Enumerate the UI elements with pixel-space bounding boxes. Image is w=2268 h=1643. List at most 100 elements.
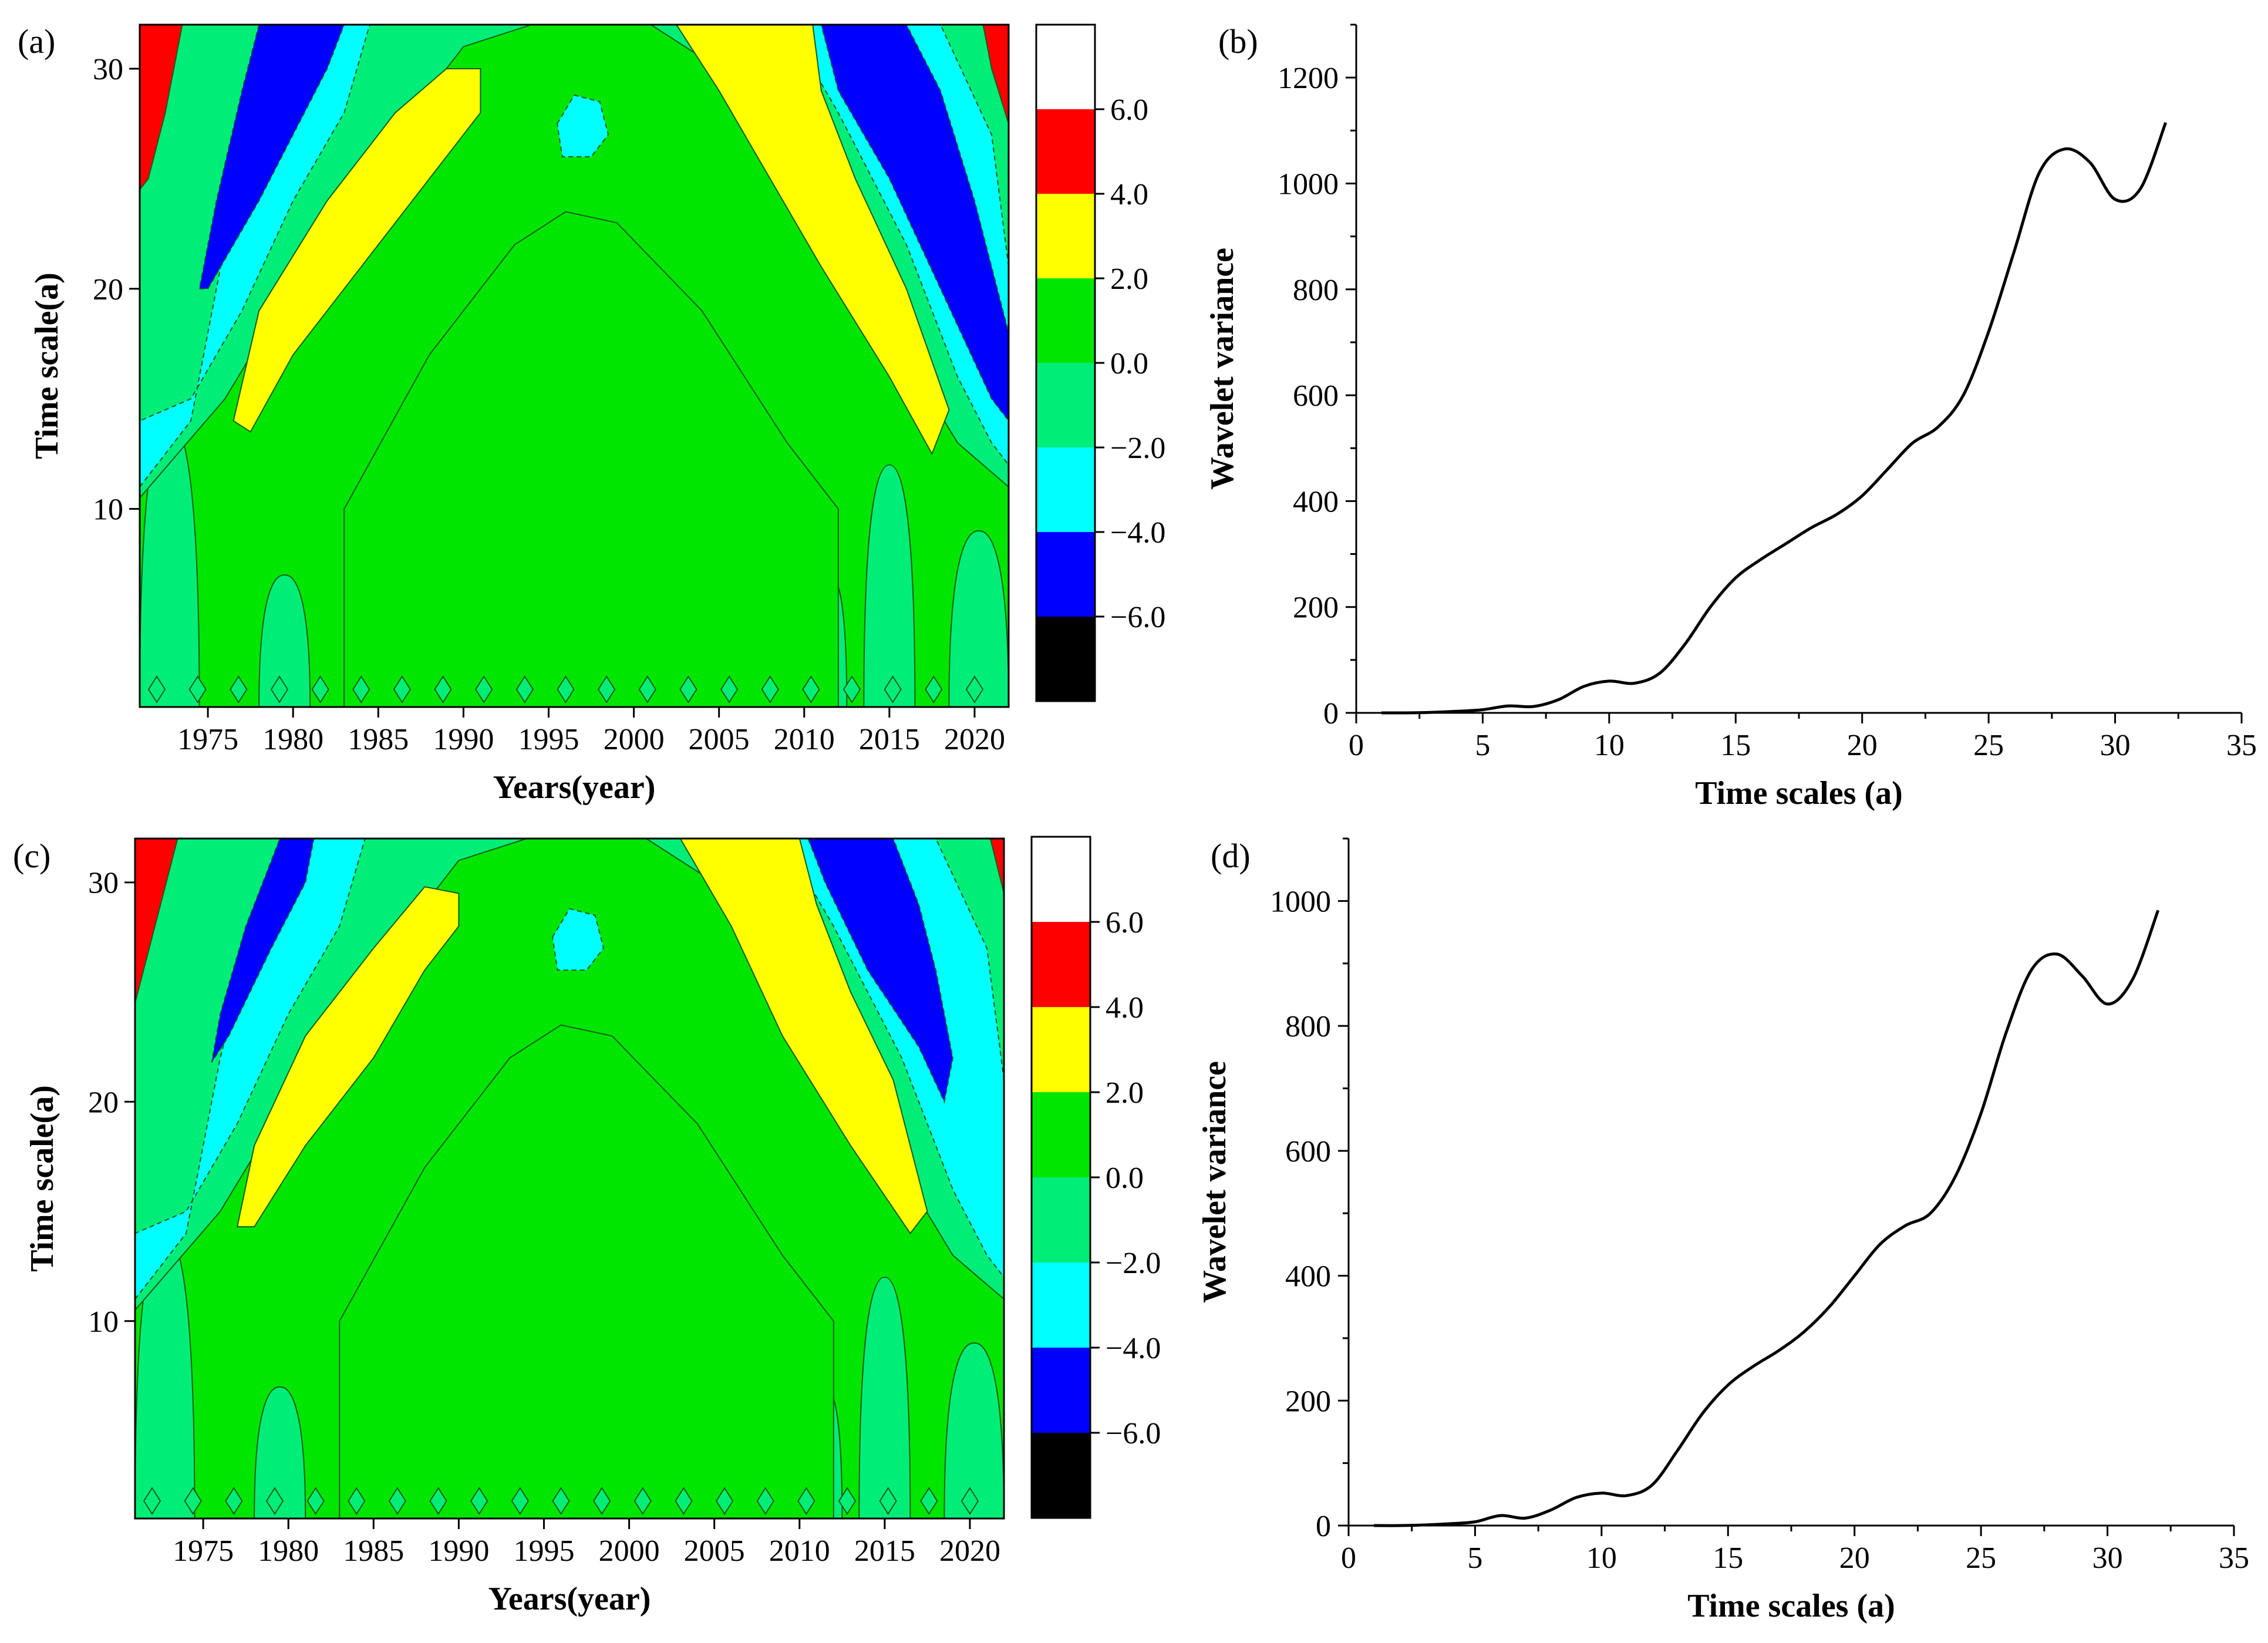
colorbar-segment [1036, 532, 1095, 617]
y-tick-label: 20 [88, 1086, 119, 1119]
y-tick-label: 800 [1293, 274, 1339, 307]
y-tick-label: 10 [93, 493, 123, 527]
x-tick-label: 15 [1720, 729, 1751, 762]
contour-blue-left-band [211, 839, 315, 1063]
contour-diamond [552, 1487, 570, 1515]
panel-label: (a) [18, 22, 55, 60]
x-tick-label: 20 [1847, 729, 1878, 762]
colorbar-segment [1032, 1262, 1090, 1348]
contour-lobe [254, 1386, 306, 1519]
colorbar-tick-label: −6.0 [1106, 1417, 1161, 1450]
contour-diamond [352, 675, 370, 703]
x-tick-label: 35 [2226, 729, 2257, 762]
x-tick-label: 2010 [774, 723, 835, 756]
x-tick-label: 5 [1467, 1541, 1482, 1575]
x-tick-label: 2010 [769, 1534, 830, 1568]
contour-cyan-left [140, 25, 370, 488]
contour-diamond [884, 675, 902, 703]
contour-diamond [838, 1487, 857, 1515]
colorbar-tick-label: −2.0 [1106, 1247, 1161, 1280]
contour-diamond [879, 1487, 897, 1515]
x-tick-label: 10 [1586, 1541, 1617, 1575]
contour-diamond [230, 675, 248, 703]
y-tick-label: 30 [93, 53, 123, 86]
contour-inner-arch [343, 211, 839, 707]
panel-d: 0 5 10 15 20 25 30 35 0 200 400 600 800 1000 Time scal… [1197, 837, 2249, 1624]
x-tick-label: 1980 [258, 1534, 319, 1568]
x-tick-label: 25 [1966, 1541, 1996, 1575]
contour-cyan-center-eye [551, 908, 605, 971]
x-tick-label: 30 [2092, 1541, 2123, 1575]
contour-diamond [306, 1487, 325, 1515]
contour-lobe [943, 1342, 1004, 1519]
y-tick-label: 30 [88, 867, 119, 900]
colorbar-tick-label: 0.0 [1106, 1161, 1144, 1195]
colorbar-segment [1036, 447, 1095, 532]
contour-diamond [557, 675, 575, 703]
y-tick-label: 200 [1293, 591, 1339, 625]
x-axis-label: Years(year) [493, 769, 656, 806]
contour-blue-left-band [198, 25, 345, 289]
y-tick-label: 20 [93, 273, 123, 307]
y-tick-label: 1000 [1278, 167, 1339, 201]
colorbar-segment [1036, 278, 1095, 363]
y-tick-label: 800 [1285, 1010, 1331, 1043]
panel-c: 1975 1980 1985 1990 1995 2000 2005 2010 2015 2020… [13, 836, 1161, 1617]
contour-blue-right-band [807, 839, 953, 1104]
contour-diamond [797, 1487, 815, 1515]
contour-diamond [761, 675, 779, 703]
contour-yellow-left-band [232, 68, 481, 433]
panel-label: (d) [1211, 837, 1251, 875]
x-tick-label: 30 [2100, 729, 2131, 762]
colorbar-segment [1036, 617, 1095, 701]
contour-diamond [393, 675, 412, 703]
contour-lobe [258, 574, 311, 707]
colorbar-tick-label: 4.0 [1106, 991, 1144, 1025]
x-tick-label: 2020 [944, 723, 1005, 756]
x-tick-label: 1985 [343, 1534, 404, 1568]
contour-diamond [965, 675, 984, 703]
contour-red-left-corner [140, 25, 183, 191]
series-line [1374, 910, 2160, 1527]
y-tick-label: 400 [1285, 1260, 1331, 1294]
x-tick-label: 1975 [173, 1534, 234, 1568]
x-tick-label: 1990 [433, 723, 494, 756]
contour-diamond [225, 1487, 243, 1515]
colorbar-segment [1032, 1007, 1090, 1092]
contour-lobe [858, 1277, 911, 1519]
colorbar-tick-label: 0.0 [1110, 347, 1148, 381]
x-axis-label: Time scales (a) [1687, 1588, 1895, 1624]
x-tick-label: 1980 [262, 723, 323, 756]
panel-label: (c) [13, 837, 50, 875]
contour-diamond [920, 1487, 938, 1515]
x-tick-label: 25 [1973, 729, 2004, 762]
contour-diamond [143, 1487, 161, 1515]
colorbar-segment [1032, 1433, 1090, 1518]
contour-red-right-corner [989, 839, 1004, 894]
x-axis-label: Time scales (a) [1695, 775, 1903, 812]
contour-cyan-right [781, 839, 1004, 1278]
contour-diamond [597, 675, 616, 703]
contour-diamond [147, 675, 166, 703]
contour-yellow-right-band [679, 839, 928, 1235]
colorbar-tick-label: 6.0 [1110, 93, 1148, 127]
contour-diamond [311, 675, 329, 703]
y-tick-label: 600 [1285, 1135, 1331, 1169]
series-line [1381, 122, 2168, 715]
y-tick-label: 1200 [1278, 62, 1339, 95]
colorbar-segment [1032, 1177, 1090, 1262]
contour-diamond [720, 675, 739, 703]
contour-diamond [270, 675, 289, 703]
colorbar-segment [1032, 1348, 1090, 1433]
panel-b: 0 5 10 15 20 25 30 35 0 200 400 600 800 1000 1200 Time … [1204, 22, 2257, 812]
y-tick-label: 400 [1293, 485, 1339, 519]
contour-diamond [679, 675, 697, 703]
contour-diamond [925, 675, 943, 703]
x-tick-label: 2005 [689, 723, 750, 756]
contour-diamond [715, 1487, 734, 1515]
contour-diamond [638, 675, 656, 703]
colorbar-segment [1032, 837, 1090, 922]
y-axis-label: Time scale(a) [24, 1085, 60, 1272]
contour-red-right-corner [982, 25, 1009, 124]
